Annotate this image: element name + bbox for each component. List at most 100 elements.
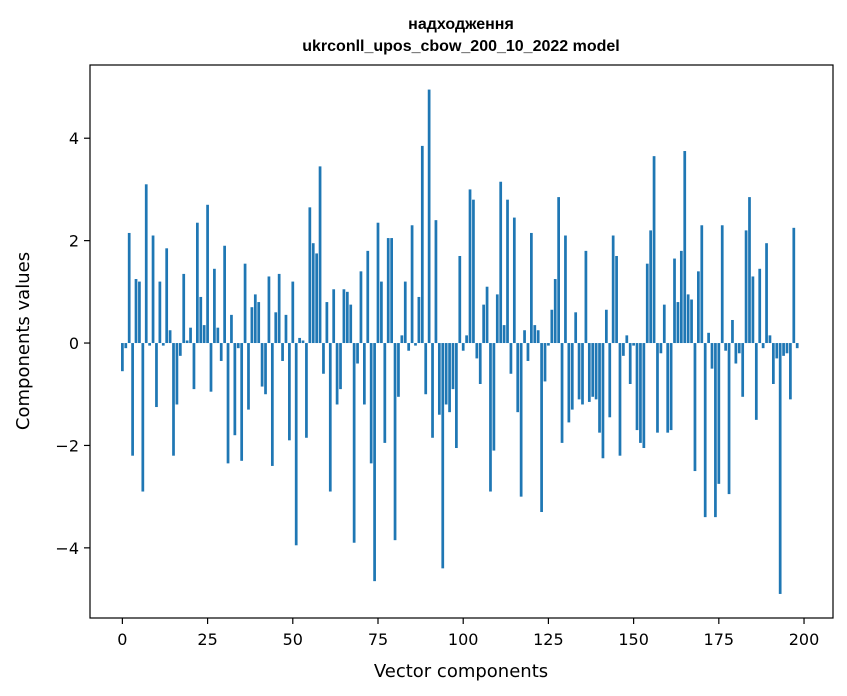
bar-56 [311, 243, 315, 344]
bar-19 [185, 340, 189, 344]
bar-41 [260, 343, 264, 387]
x-tick-label-5: 125 [533, 630, 564, 649]
bar-138 [591, 343, 595, 397]
bar-84 [407, 343, 411, 351]
bar-139 [594, 343, 598, 400]
bar-176 [720, 225, 724, 344]
chart-subtitle: ukrconll_upos_cbow_200_10_2022 model [302, 38, 619, 55]
bar-88 [420, 145, 424, 344]
bar-178 [727, 343, 731, 495]
bar-8 [148, 343, 152, 346]
bar-147 [622, 343, 625, 356]
bar-136 [584, 250, 588, 344]
bar-69 [356, 343, 359, 364]
bar-44 [270, 343, 274, 466]
bar-127 [553, 279, 557, 344]
bar-185 [751, 276, 755, 344]
y-tick-label-4: 4 [69, 129, 79, 148]
bar-29 [219, 343, 223, 361]
bar-26 [209, 343, 213, 392]
bar-64 [339, 343, 342, 390]
bar-162 [673, 258, 676, 344]
bar-113 [506, 199, 509, 344]
x-tick-label-2: 50 [283, 630, 303, 649]
bar-143 [608, 343, 612, 418]
x-tick-label-6: 150 [618, 630, 649, 649]
bar-198 [795, 343, 799, 349]
bar-81 [397, 343, 400, 397]
bar-0 [121, 343, 124, 372]
bar-35 [240, 343, 244, 461]
bar-169 [697, 271, 700, 344]
bar-126 [550, 309, 554, 344]
bar-163 [676, 302, 680, 344]
bar-61 [328, 343, 332, 492]
bar-182 [741, 343, 745, 397]
bar-192 [775, 343, 779, 359]
bar-105 [478, 343, 482, 384]
bar-166 [686, 294, 690, 344]
bar-171 [703, 343, 707, 518]
bar-32 [230, 314, 233, 344]
bar-183 [744, 230, 748, 344]
bar-39 [253, 294, 257, 344]
bar-42 [264, 343, 267, 395]
bar-6 [141, 343, 145, 492]
bar-2 [127, 232, 131, 344]
bar-187 [758, 268, 762, 344]
bar-40 [257, 302, 261, 344]
bar-93 [437, 343, 441, 415]
plot-frame [89, 64, 834, 619]
bar-197 [792, 227, 796, 344]
bar-121 [533, 325, 537, 344]
bar-104 [475, 343, 479, 359]
bar-102 [468, 189, 472, 344]
bar-154 [645, 263, 649, 344]
bar-31 [226, 343, 230, 464]
bar-38 [250, 307, 254, 344]
x-tick-label-8: 200 [789, 630, 820, 649]
bar-21 [192, 343, 196, 390]
bar-116 [516, 343, 520, 413]
bar-129 [560, 343, 564, 443]
bar-91 [431, 343, 434, 438]
bar-11 [158, 281, 162, 344]
bar-16 [175, 343, 179, 405]
bar-1 [124, 343, 128, 349]
bar-94 [441, 343, 445, 569]
bar-151 [635, 343, 639, 431]
y-tick-label-3: 2 [69, 232, 79, 251]
bar-59 [322, 343, 325, 374]
bar-79 [390, 238, 393, 344]
bar-82 [400, 335, 404, 344]
bar-85 [410, 225, 414, 344]
bar-191 [771, 343, 775, 384]
y-axis-label: Components values [13, 252, 34, 430]
bar-96 [448, 343, 451, 413]
bar-117 [519, 343, 523, 497]
bar-63 [335, 343, 339, 405]
bar-48 [284, 314, 288, 344]
bar-125 [547, 343, 550, 346]
bar-188 [761, 343, 765, 349]
bar-47 [281, 343, 284, 361]
x-tick-label-3: 75 [368, 630, 388, 649]
bar-28 [216, 327, 220, 344]
bar-168 [693, 343, 697, 472]
bar-86 [414, 343, 417, 346]
bar-167 [690, 299, 693, 344]
chart-title: надходження [408, 16, 514, 33]
bar-25 [206, 204, 209, 344]
bar-24 [202, 325, 206, 344]
bar-179 [731, 319, 734, 344]
bar-5 [138, 281, 141, 344]
bars-group [121, 89, 799, 594]
bar-14 [168, 330, 172, 344]
bar-100 [461, 343, 465, 351]
bar-65 [342, 289, 346, 344]
y-tick-label-2: 0 [69, 334, 79, 353]
bar-50 [291, 281, 295, 344]
bar-90 [427, 89, 431, 344]
bar-75 [376, 222, 380, 344]
bar-150 [632, 343, 635, 346]
